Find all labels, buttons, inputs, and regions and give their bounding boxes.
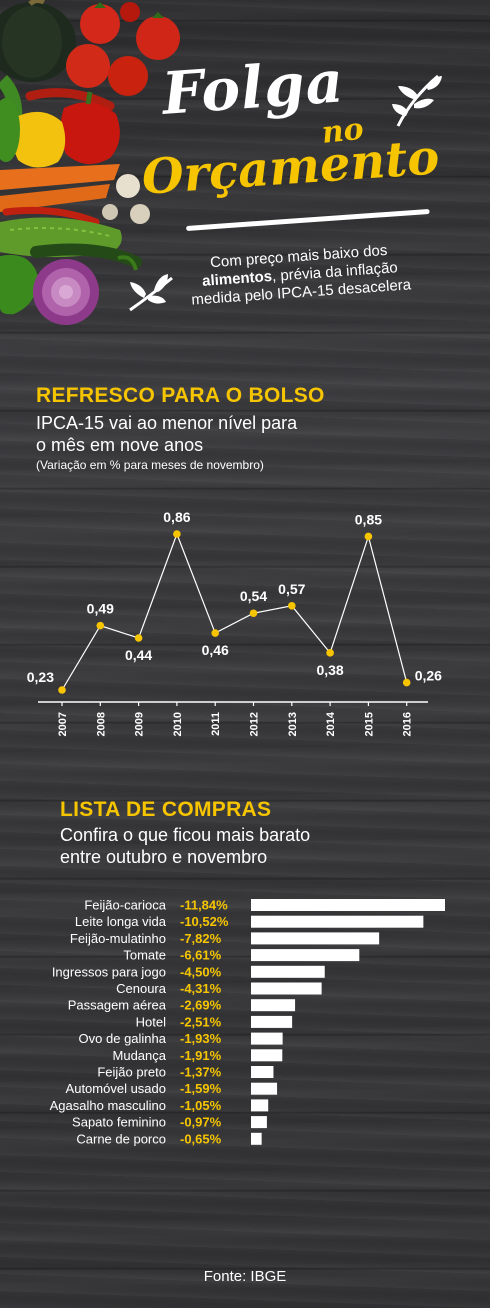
source-label: Fonte: IBGE [203,1268,287,1285]
bar [251,982,322,995]
section1-subtitle-line1: IPCA-15 vai ao menor nível para [36,413,298,433]
category-label: Hotel [136,1014,166,1029]
x-tick-label: 2008 [95,712,107,736]
bar [251,899,445,911]
data-point [288,602,296,610]
section1-subtitle: IPCA-15 vai ao menor nível para o mês em… [36,412,297,456]
section2-title: LISTA DE COMPRAS [60,798,272,821]
value-label: -4,31% [180,981,222,996]
value-label: -1,37% [180,1065,222,1080]
data-point [364,532,373,541]
category-label: Ovo de galinha [79,1031,167,1046]
data-label: 0,44 [125,647,152,663]
value-label: -1,91% [180,1048,222,1063]
bar-chart: Feijão-carioca -11,84% Leite longa vida -10… [50,898,445,1146]
data-point [402,678,411,687]
data-point [58,686,66,694]
bar [251,1049,283,1062]
x-tick-label: 2011 [210,712,222,736]
bar [251,949,360,962]
value-label: -0,97% [180,1115,222,1130]
bar [251,1015,293,1028]
category-label: Feijão-mulatinho [70,931,166,946]
vegetables-illustration [0,0,180,325]
bar [251,1032,283,1045]
category-label: Ingressos para jogo [52,964,166,979]
bar [251,1132,262,1145]
data-point [249,609,258,618]
value-label: -0,65% [180,1131,222,1146]
bar [251,932,380,945]
category-label: Feijão preto [97,1065,166,1080]
x-tick-label: 2016 [402,712,414,736]
bar [251,1082,278,1095]
value-label: -2,51% [180,1014,222,1029]
bar [251,965,325,978]
x-tick-label: 2012 [249,712,261,736]
category-label: Carne de porco [76,1131,166,1146]
x-tick-label: 2013 [287,712,299,736]
category-label: Passagem aérea [68,998,167,1013]
data-label: 0,38 [316,662,343,678]
bar [251,915,424,928]
value-label: -1,05% [180,1098,222,1113]
value-label: -11,84% [180,898,228,913]
bar [251,999,296,1012]
data-point [326,649,334,657]
data-label: 0,26 [415,668,442,684]
value-label: -6,61% [180,948,222,963]
category-label: Agasalho masculino [50,1098,166,1113]
category-label: Cenoura [116,981,167,996]
data-point [96,621,105,630]
line-chart: 0,23 2007 0,49 2008 0,44 2009 0,86 2010 0,46 2011… [27,509,442,736]
data-label: 0,23 [27,669,54,685]
data-label: 0,49 [87,601,114,617]
x-tick-label: 2007 [57,712,69,736]
bar [251,1116,267,1129]
category-label: Mudança [113,1048,167,1063]
x-tick-label: 2009 [134,712,146,736]
category-label: Leite longa vida [75,914,167,929]
data-point [173,530,181,538]
value-label: -1,93% [180,1031,222,1046]
value-label: -2,69% [180,998,222,1013]
category-label: Feijão-carioca [84,898,166,913]
data-label: 0,57 [278,581,305,597]
data-label: 0,85 [355,511,382,527]
section2-subtitle-line1: Confira o que ficou mais barato [60,825,311,845]
leaf-icon [129,274,173,312]
section1-note: (Variação em % para meses de novembro) [36,458,264,472]
value-label: -1,59% [180,1081,222,1096]
data-label: 0,54 [240,588,267,604]
data-label: 0,86 [163,509,190,525]
bar [251,1099,269,1112]
category-label: Tomate [123,948,166,963]
title-line-1: Folga [160,47,347,128]
section2-subtitle-line2: entre outubro e novembro [60,847,268,867]
series-line [61,532,408,691]
section1-subtitle-line2: o mês em nove anos [36,435,204,455]
leaf-icon [392,74,442,127]
section2-subtitle: Confira o que ficou mais barato entre ou… [60,824,310,868]
value-label: -10,52% [180,914,229,929]
x-tick-label: 2014 [325,711,337,736]
data-point [211,629,219,637]
category-label: Automóvel usado [66,1081,166,1096]
x-tick-label: 2010 [172,712,184,736]
section1-title: REFRESCO PARA O BOLSO [36,384,325,407]
bar [251,1066,274,1078]
category-label: Sapato feminino [72,1115,166,1130]
value-label: -4,50% [180,964,222,979]
data-point [134,634,143,642]
x-tick-label: 2015 [363,712,375,736]
value-label: -7,82% [180,931,222,946]
data-label: 0,46 [202,642,229,658]
